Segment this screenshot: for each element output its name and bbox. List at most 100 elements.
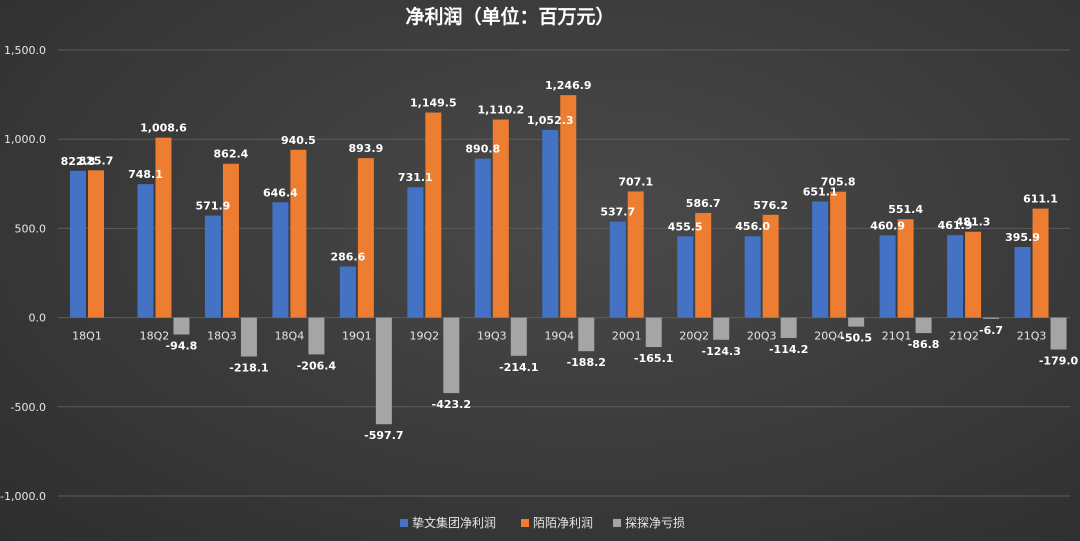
bar-tantan-19Q4 <box>578 317 595 352</box>
bar-tantan-20Q4 <box>848 317 865 327</box>
bar-momo-18Q3 <box>222 163 239 318</box>
data-label: -165.1 <box>634 352 673 365</box>
data-label: 481.3 <box>956 216 991 229</box>
bar-momo-group-19Q1 <box>339 266 356 318</box>
data-label: -6.7 <box>979 324 1003 337</box>
bar-momo-21Q2 <box>965 231 982 318</box>
bar-momo-group-21Q3 <box>1014 246 1031 318</box>
bar-momo-group-19Q3 <box>474 158 491 318</box>
category-label: 18Q4 <box>275 330 305 343</box>
legend-label: 陌陌净利润 <box>533 516 593 530</box>
y-tick-label: 500.0 <box>15 222 47 235</box>
data-label: 571.9 <box>196 200 231 213</box>
bar-momo-group-18Q1 <box>70 170 86 318</box>
data-label: 890.8 <box>465 143 500 156</box>
bar-momo-group-20Q4 <box>812 201 829 318</box>
data-label: 456.0 <box>735 220 770 233</box>
y-tick-label: 0.0 <box>29 312 47 325</box>
data-label: -114.2 <box>769 343 808 356</box>
category-label: 19Q1 <box>342 330 372 343</box>
category-label: 18Q2 <box>140 330 170 343</box>
data-label: 460.9 <box>870 219 905 232</box>
legend: 挚文集团净利润 陌陌净利润 探探净亏损 <box>400 515 685 530</box>
y-tick-label: -500.0 <box>11 401 46 414</box>
data-label: 537.7 <box>600 206 635 219</box>
y-tick-label: 1,000.0 <box>4 133 46 146</box>
bar-momo-20Q2 <box>695 212 712 318</box>
bar-momo-group-21Q2 <box>947 235 964 318</box>
category-label: 19Q4 <box>544 330 574 343</box>
data-label: 940.5 <box>281 134 316 147</box>
bar-momo-18Q4 <box>290 149 307 318</box>
category-label: 21Q1 <box>882 330 912 343</box>
bar-tantan-18Q3 <box>240 317 257 357</box>
bar-momo-group-18Q3 <box>204 215 221 318</box>
bar-tantan-21Q1 <box>915 317 932 334</box>
data-label: 822.8 <box>61 155 96 168</box>
bar-tantan-21Q2 <box>983 317 1000 319</box>
data-label: 705.8 <box>821 176 856 189</box>
data-label: 461.9 <box>938 219 973 232</box>
data-label: 395.9 <box>1005 231 1040 244</box>
data-label: 1,052.3 <box>527 114 574 127</box>
bar-momo-18Q2 <box>155 137 172 318</box>
data-label: 286.6 <box>330 250 365 263</box>
bar-momo-group-19Q2 <box>407 187 424 318</box>
data-label: 586.7 <box>686 197 721 210</box>
bar-momo-19Q2 <box>425 112 442 318</box>
data-label: -50.5 <box>840 332 872 345</box>
legend-swatch <box>521 519 529 527</box>
data-label: -188.2 <box>567 356 606 369</box>
data-label: -124.3 <box>702 345 741 358</box>
data-label: -214.1 <box>499 361 538 374</box>
bar-momo-21Q1 <box>897 219 914 318</box>
bar-tantan-19Q1 <box>375 317 392 425</box>
data-label: 611.1 <box>1023 193 1058 206</box>
bar-momo-group-18Q2 <box>137 184 154 318</box>
bar-momo-group-18Q4 <box>272 202 289 318</box>
legend-label: 挚文集团净利润 <box>412 515 496 530</box>
bars <box>70 95 1067 425</box>
bar-momo-20Q3 <box>762 214 779 318</box>
bar-tantan-21Q3 <box>1050 317 1067 350</box>
legend-swatch <box>613 519 621 527</box>
bar-momo-group-20Q2 <box>677 236 694 318</box>
bar-tantan-20Q3 <box>780 317 797 338</box>
bar-momo-18Q1 <box>88 170 104 318</box>
data-label: -206.4 <box>297 359 337 372</box>
data-label: 551.4 <box>888 203 923 216</box>
y-tick-label: -1,000.0 <box>0 490 46 503</box>
bar-tantan-19Q3 <box>510 317 527 356</box>
bar-momo-group-20Q1 <box>609 221 626 318</box>
data-label: -94.8 <box>166 340 198 353</box>
legend-swatch <box>400 519 408 527</box>
category-label: 20Q4 <box>814 330 844 343</box>
data-label: -86.8 <box>908 338 940 351</box>
bar-momo-21Q3 <box>1032 208 1049 318</box>
y-tick-label: 1,500.0 <box>4 44 46 57</box>
bar-momo-19Q1 <box>357 158 374 318</box>
data-label: 646.4 <box>263 186 298 199</box>
data-label: 651.1 <box>803 185 838 198</box>
category-label: 21Q3 <box>1017 330 1047 343</box>
category-label: 18Q1 <box>72 330 102 343</box>
data-label: 825.7 <box>79 154 114 167</box>
category-label: 19Q3 <box>477 330 507 343</box>
bar-momo-group-21Q1 <box>879 235 896 318</box>
category-label: 20Q3 <box>747 330 777 343</box>
data-label: 1,008.6 <box>140 122 187 135</box>
category-label: 20Q1 <box>612 330 642 343</box>
data-label: -597.7 <box>364 429 403 442</box>
category-label: 18Q3 <box>207 330 237 343</box>
bar-tantan-19Q2 <box>443 317 460 394</box>
bar-momo-group-20Q3 <box>744 236 761 318</box>
bar-tantan-20Q2 <box>713 317 730 340</box>
bar-momo-group-19Q4 <box>542 129 559 318</box>
data-label: 576.2 <box>753 199 788 212</box>
chart-title: 净利润（单位：百万元） <box>405 5 614 28</box>
data-label: 707.1 <box>618 175 653 188</box>
category-labels: 18Q1 18Q2 18Q3 18Q4 19Q1 19Q2 19Q3 19Q4 20Q1 20Q2… <box>72 330 1046 343</box>
